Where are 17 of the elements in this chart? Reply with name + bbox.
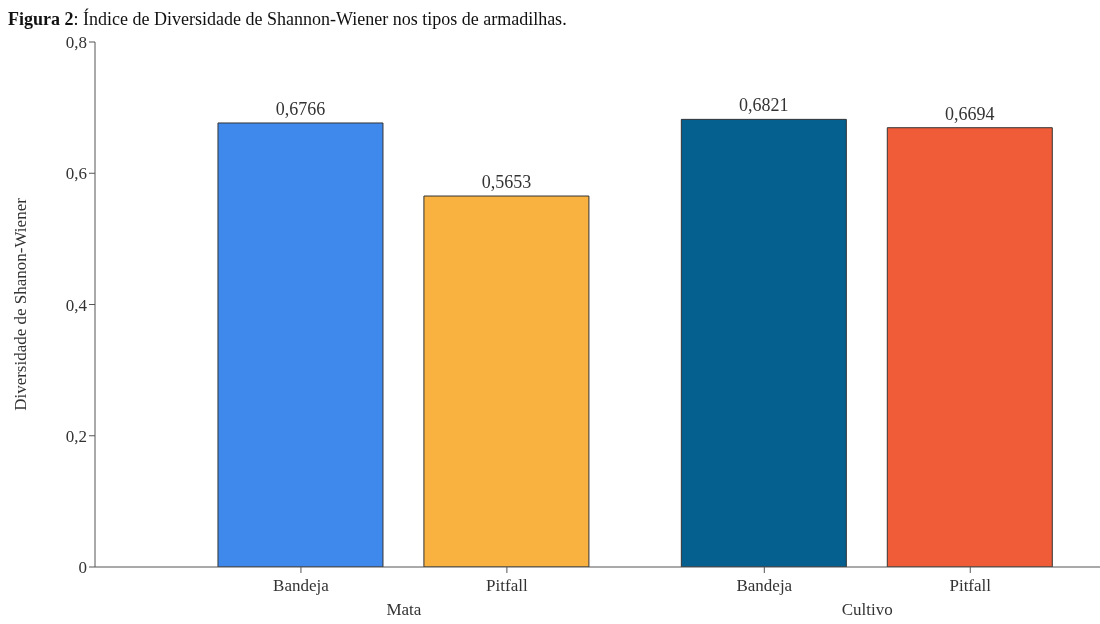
y-tick-label: 0,8 (65, 33, 87, 53)
y-tick-label: 0,4 (65, 295, 88, 315)
y-tick-label: 0 (78, 558, 87, 578)
x-tick-label: Pitfall (949, 576, 992, 595)
x-tick-label: Pitfall (486, 576, 528, 595)
y-axis-title: Diversidade de Shanon-Wiener (11, 197, 31, 411)
x-tick-label: Bandeja (736, 576, 793, 595)
y-tick-label: 0,2 (65, 426, 87, 446)
y-tick-label: 0,6 (65, 164, 87, 184)
chart-title: Figura 2: Índice de Diversidade de Shannon-Wiener nos tipos de armadilhas. (8, 8, 568, 30)
text: Cultivo (841, 600, 893, 619)
data-label: 0,6766 (275, 98, 326, 119)
text: Mata (386, 600, 422, 619)
data-label: 0,5653 (481, 172, 532, 193)
data-label: 0,6821 (739, 95, 789, 116)
data-label: 0,6694 (945, 103, 995, 124)
x-tick-label: Bandeja (273, 576, 330, 595)
